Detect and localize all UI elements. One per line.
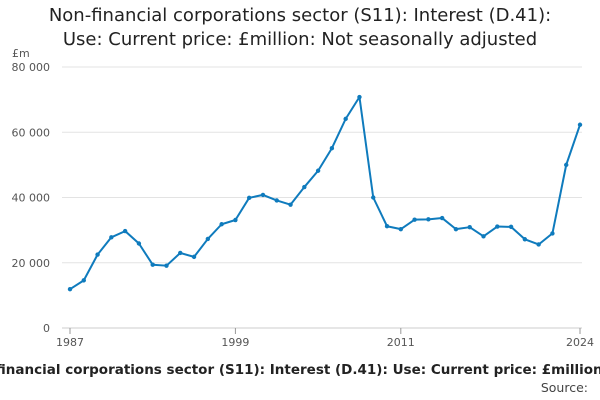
chart-title-line-1: Non-financial corporations sector (S11):… xyxy=(48,5,552,26)
data-point[interactable] xyxy=(550,231,555,236)
y-axis-unit-label: £m xyxy=(12,47,30,60)
y-tick-label: 60 000 xyxy=(12,126,51,139)
chart-title-line-2: Use: Current price: £million: Not season… xyxy=(62,29,538,50)
data-point[interactable] xyxy=(150,262,155,267)
data-point[interactable] xyxy=(371,195,376,200)
footer-series-title: Non-financial corporations sector (S11):… xyxy=(0,362,600,378)
data-point[interactable] xyxy=(384,224,390,229)
line-chart: 0 20 000 40 000 60 000 80 000 1987 1999 2011 202… xyxy=(12,47,595,349)
axes: 0 20 000 40 000 60 000 80 000 1987 1999 2011 202… xyxy=(12,61,595,349)
data-point[interactable] xyxy=(109,235,114,240)
data-point[interactable] xyxy=(164,263,169,268)
data-point[interactable] xyxy=(564,162,569,168)
data-point[interactable] xyxy=(453,226,459,232)
data-point[interactable] xyxy=(288,202,293,207)
y-tick-label: 20 000 xyxy=(12,257,51,270)
x-tick-label: 2024 xyxy=(566,336,594,349)
data-point[interactable] xyxy=(302,184,307,190)
data-point[interactable] xyxy=(95,252,100,257)
chart-footer: Non-financial corporations sector (S11):… xyxy=(0,362,600,380)
series-layer xyxy=(67,94,583,292)
chart-title: Non-financial corporations sector (S11):… xyxy=(0,4,600,52)
data-point[interactable] xyxy=(412,217,417,222)
source-label: Source: xyxy=(540,380,588,395)
data-point[interactable] xyxy=(191,254,197,260)
x-tick-label: 2011 xyxy=(387,336,415,349)
data-point[interactable] xyxy=(233,217,238,223)
data-point[interactable] xyxy=(205,236,211,242)
x-tick-label: 1987 xyxy=(56,336,84,349)
data-point[interactable] xyxy=(274,198,279,203)
data-point[interactable] xyxy=(398,226,404,232)
data-point[interactable] xyxy=(426,217,431,222)
data-point[interactable] xyxy=(508,224,514,230)
data-point[interactable] xyxy=(178,250,183,256)
data-point[interactable] xyxy=(343,116,348,122)
y-tick-label: 40 000 xyxy=(12,192,51,205)
data-point[interactable] xyxy=(81,278,86,283)
data-point[interactable] xyxy=(495,224,500,229)
data-point[interactable] xyxy=(260,192,266,198)
data-point[interactable] xyxy=(246,195,252,201)
data-point[interactable] xyxy=(136,241,142,246)
series-line xyxy=(69,96,581,291)
grid-lines xyxy=(62,66,582,329)
data-point[interactable] xyxy=(467,224,472,230)
data-point[interactable] xyxy=(536,242,541,247)
data-point[interactable] xyxy=(122,228,128,234)
data-point[interactable] xyxy=(522,237,528,242)
data-point[interactable] xyxy=(219,222,224,227)
y-tick-label: 0 xyxy=(43,322,50,335)
y-tick-label: 80 000 xyxy=(12,61,51,74)
data-point[interactable] xyxy=(315,168,321,173)
x-tick-label: 1999 xyxy=(221,336,249,349)
data-point[interactable] xyxy=(67,286,73,292)
data-point[interactable] xyxy=(481,234,486,239)
data-point[interactable] xyxy=(357,94,362,100)
data-point[interactable] xyxy=(329,146,335,151)
data-point[interactable] xyxy=(577,122,583,127)
data-point[interactable] xyxy=(439,215,445,221)
